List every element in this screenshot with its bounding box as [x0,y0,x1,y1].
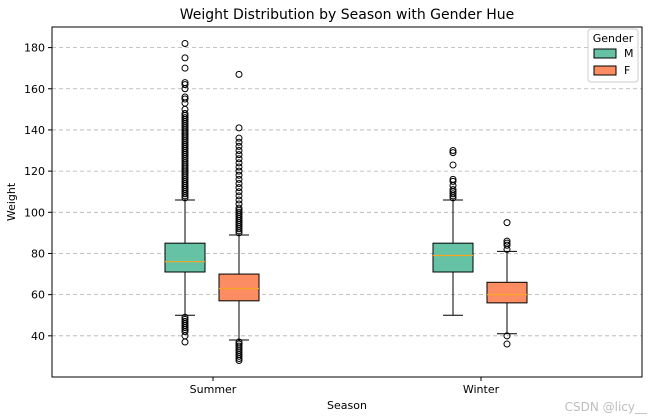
x-axis-ticks: Summer Winter [190,377,500,396]
box-group [218,70,260,365]
outlier-point [181,54,189,62]
outlier-point [181,109,189,117]
y-axis-ticks: 40 60 80 100 120 140 160 180 [24,42,52,343]
y-tick-label: 120 [24,165,45,178]
outlier-point [181,93,189,101]
outlier-point [449,161,457,169]
outlier-point [181,81,189,89]
legend-label: F [624,64,630,77]
y-tick-label: 160 [24,83,45,96]
outlier-point [235,204,243,212]
outlier-point [235,151,243,159]
outlier-point [449,147,457,155]
grid [52,47,642,337]
outlier-point [181,338,189,346]
outlier-point [235,179,243,187]
outlier-point [503,239,511,247]
outlier-point [181,328,189,336]
x-tick-label: Winter [463,383,500,396]
x-tick-label: Summer [190,383,237,396]
watermark: CSDN @licy__ [565,400,648,414]
legend-swatch [593,48,617,59]
outlier-point [235,188,243,196]
y-tick-label: 100 [24,206,45,219]
box-iqr [486,281,528,304]
outlier-point [449,186,457,194]
outlier-point [503,237,511,245]
outlier-point [235,357,243,365]
outlier-point [503,332,511,340]
outlier-point [235,124,243,132]
outlier-point [235,184,243,192]
outlier-point [449,149,457,157]
outlier-point [181,324,189,332]
outlier-point [181,64,189,72]
box-group [486,219,528,348]
outlier-point [235,147,243,155]
y-axis-title: Weight [5,182,18,221]
outlier-point [181,95,189,103]
outlier-point [235,163,243,171]
y-tick-label: 80 [31,247,45,260]
x-axis-title: Season [327,399,367,412]
outlier-point [503,241,511,249]
legend-swatch [593,65,617,76]
chart-title: Weight Distribution by Season with Gende… [180,7,514,23]
legend-title: Gender [593,32,634,45]
outlier-point [235,159,243,167]
outlier-point [181,39,189,47]
box-plots [164,39,528,365]
outlier-point [449,175,457,183]
outlier-point [235,192,243,200]
y-tick-label: 40 [31,330,45,343]
y-tick-label: 140 [24,124,45,137]
outlier-point [235,138,243,146]
outlier-point [235,142,243,150]
outlier-point [235,155,243,163]
legend: Gender MF [587,28,639,83]
y-tick-label: 180 [24,42,45,55]
outlier-point [235,196,243,204]
y-tick-label: 60 [31,289,45,302]
outlier-point [181,105,189,113]
outlier-point [503,219,511,227]
box-group [164,39,206,346]
outlier-point [235,171,243,179]
outlier-point [235,175,243,183]
outlier-point [235,167,243,175]
box-iqr [432,242,474,273]
outlier-point [449,177,457,185]
outlier-point [235,200,243,208]
outlier-point [503,340,511,348]
outlier-point [449,190,457,198]
outlier-point [235,352,243,360]
outlier-point [181,79,189,87]
outlier-point [235,134,243,142]
box-iqr [164,242,206,273]
outlier-point [235,208,243,216]
legend-label: M [624,47,634,60]
box-iqr [218,273,260,302]
box-group [432,147,474,316]
plot-frame [51,26,643,378]
outlier-point [235,354,243,362]
outlier-point [181,114,189,122]
outlier-point [235,70,243,78]
